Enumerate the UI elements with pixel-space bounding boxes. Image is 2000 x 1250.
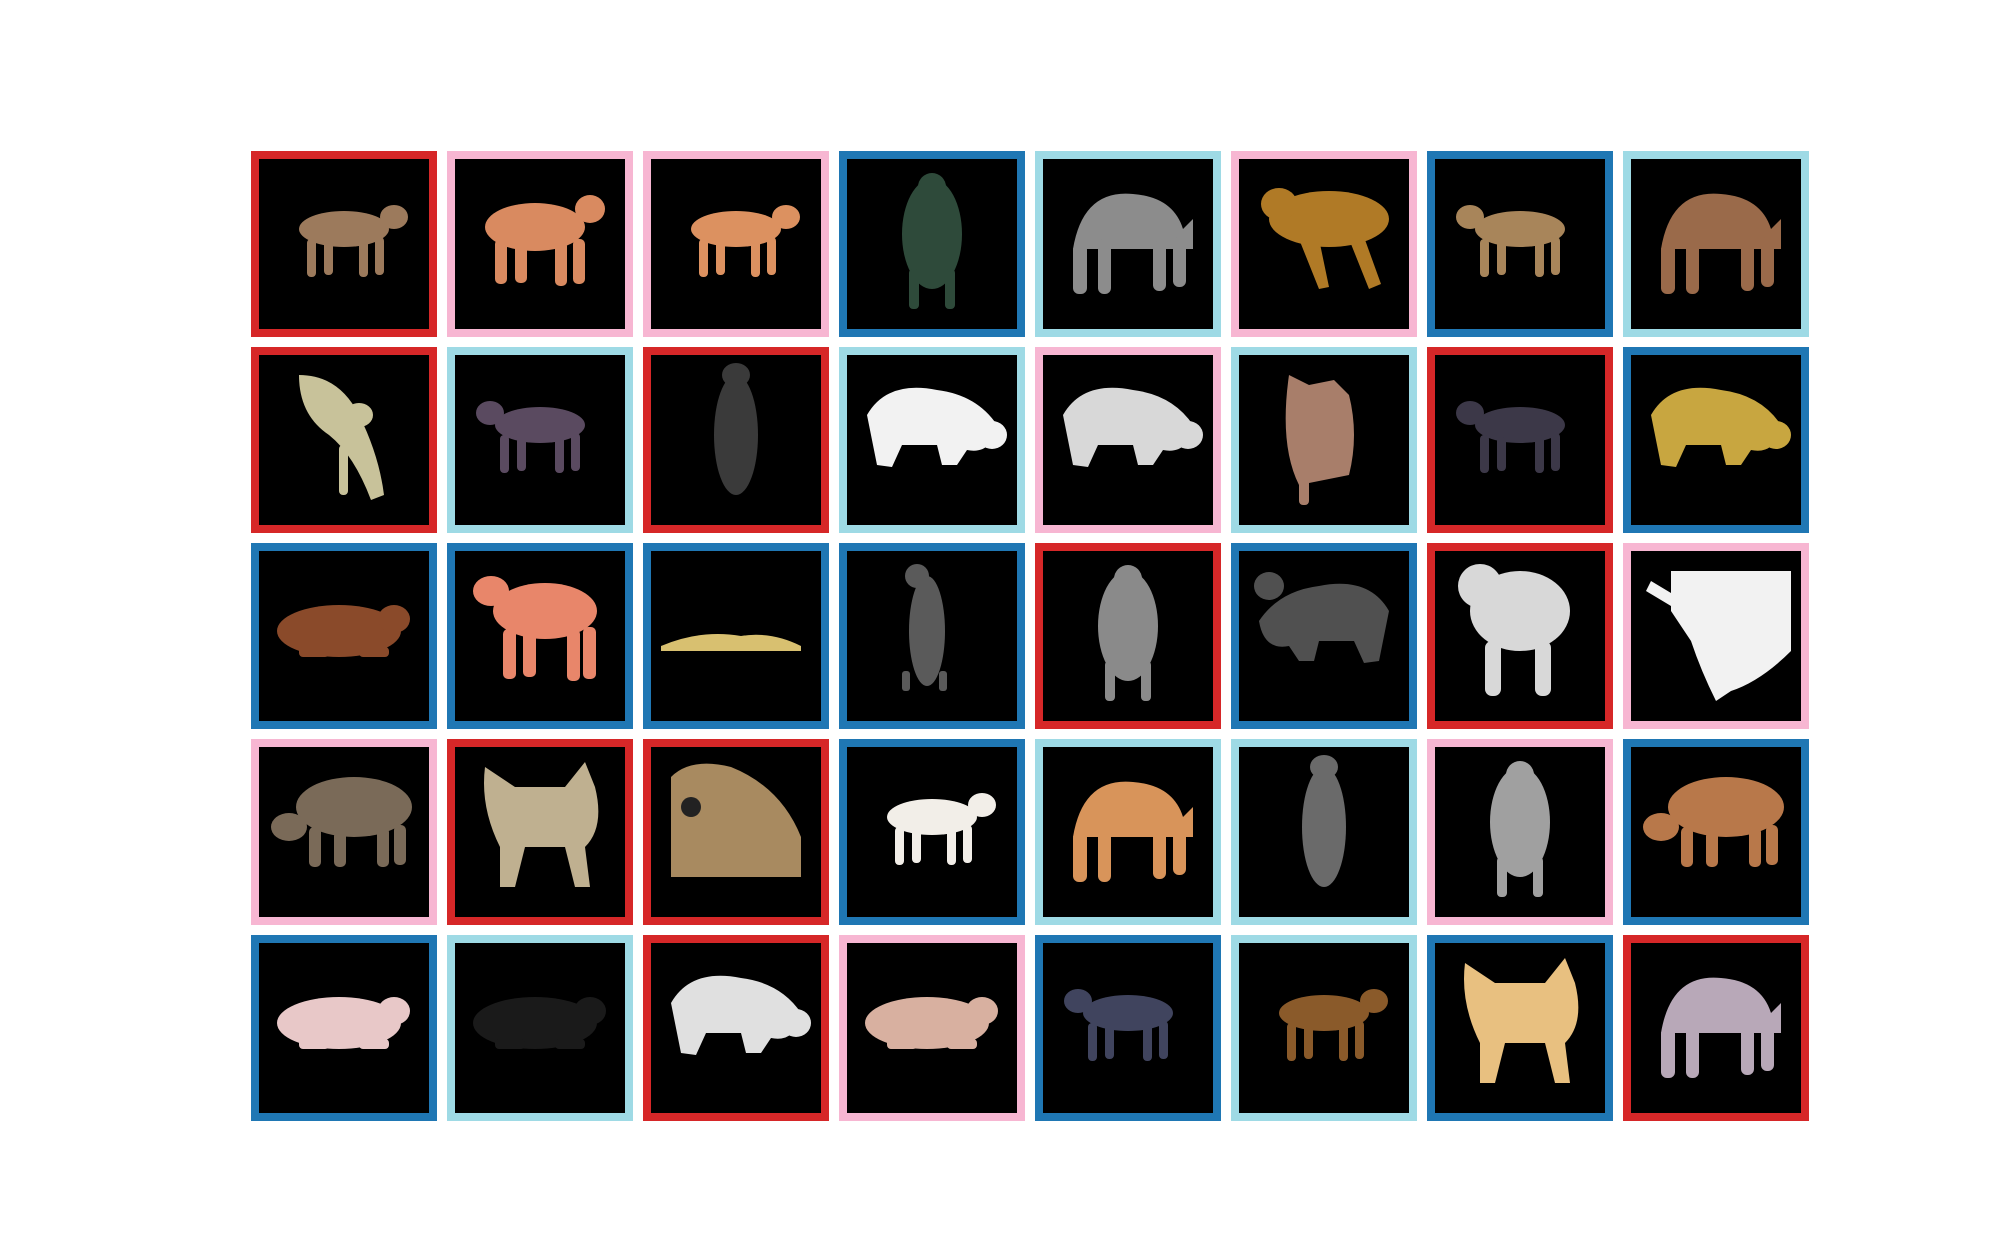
lynx-silhouette (1073, 781, 1193, 882)
lynx-tile-17 (251, 543, 437, 729)
lynx-tile-28 (839, 739, 1025, 925)
lynx-tile-40 (1623, 935, 1809, 1121)
lynx-tile-20 (839, 543, 1025, 729)
lynx-silhouette (484, 762, 599, 887)
lynx-silhouette (661, 633, 801, 651)
lynx-tile-32 (1623, 739, 1809, 925)
lynx-silhouette (1458, 564, 1570, 696)
lynx-tile-15 (1427, 347, 1613, 533)
lynx-silhouette (1456, 205, 1565, 277)
lynx-tile-29 (1035, 739, 1221, 925)
lynx-tile-38 (1231, 935, 1417, 1121)
lynx-silhouette (1285, 375, 1354, 505)
lynx-silhouette (1490, 761, 1550, 897)
lynx-silhouette (902, 173, 962, 309)
lynx-tile-27 (643, 739, 829, 925)
lynx-silhouette (299, 205, 408, 277)
lynx-silhouette (1302, 755, 1346, 887)
lynx-tile-22 (1231, 543, 1417, 729)
lynx-silhouette (473, 997, 606, 1049)
lynx-tile-33 (251, 935, 437, 1121)
lynx-tile-19 (643, 543, 829, 729)
lynx-silhouette (1661, 193, 1781, 294)
lynx-silhouette (1464, 958, 1579, 1083)
lynx-silhouette (1254, 572, 1389, 663)
lynx-tile-11 (643, 347, 829, 533)
lynx-silhouette (1651, 387, 1791, 467)
lynx-tile-39 (1427, 935, 1613, 1121)
lynx-silhouette (277, 605, 410, 657)
lynx-tile-4 (839, 151, 1025, 337)
lynx-silhouette (1261, 188, 1389, 289)
lynx-silhouette (1098, 565, 1158, 701)
lynx-tile-8 (1623, 151, 1809, 337)
lynx-tile-13 (1035, 347, 1221, 533)
lynx-tile-23 (1427, 543, 1613, 729)
lynx-tile-14 (1231, 347, 1417, 533)
lynx-silhouette (1661, 977, 1781, 1078)
lynx-silhouette (1279, 989, 1388, 1061)
lynx-silhouette (271, 777, 412, 867)
lynx-tile-35 (643, 935, 829, 1121)
lynx-tile-5 (1035, 151, 1221, 337)
lynx-silhouette (867, 387, 1007, 467)
lynx-silhouette (476, 401, 585, 473)
lynx-silhouette (671, 763, 801, 877)
lynx-tile-26 (447, 739, 633, 925)
lynx-silhouette (277, 997, 410, 1049)
lynx-tile-25 (251, 739, 437, 925)
lynx-silhouette (299, 375, 384, 500)
lynx-silhouette (1456, 401, 1565, 473)
lynx-silhouette (714, 363, 758, 495)
lynx-silhouette (887, 793, 996, 865)
lynx-tile-31 (1427, 739, 1613, 925)
lynx-silhouette (1073, 193, 1193, 294)
lynx-silhouette (1646, 571, 1791, 701)
lynx-tile-7 (1427, 151, 1613, 337)
lynx-tile-34 (447, 935, 633, 1121)
lynx-tile-2 (447, 151, 633, 337)
lynx-silhouette (1643, 777, 1784, 867)
lynx-tile-21 (1035, 543, 1221, 729)
lynx-image-grid (251, 151, 1811, 1121)
lynx-tile-30 (1231, 739, 1417, 925)
lynx-silhouette (865, 997, 998, 1049)
lynx-tile-16 (1623, 347, 1809, 533)
lynx-tile-10 (447, 347, 633, 533)
lynx-tile-37 (1035, 935, 1221, 1121)
lynx-silhouette (902, 564, 947, 691)
lynx-tile-18 (447, 543, 633, 729)
lynx-tile-24 (1623, 543, 1809, 729)
lynx-silhouette (485, 195, 605, 286)
lynx-tile-12 (839, 347, 1025, 533)
lynx-silhouette (671, 975, 811, 1055)
lynx-silhouette (1063, 387, 1203, 467)
lynx-tile-36 (839, 935, 1025, 1121)
lynx-tile-1 (251, 151, 437, 337)
lynx-tile-3 (643, 151, 829, 337)
lynx-tile-9 (251, 347, 437, 533)
lynx-silhouette (473, 576, 597, 681)
lynx-tile-6 (1231, 151, 1417, 337)
lynx-silhouette (691, 205, 800, 277)
lynx-silhouette (1064, 989, 1173, 1061)
